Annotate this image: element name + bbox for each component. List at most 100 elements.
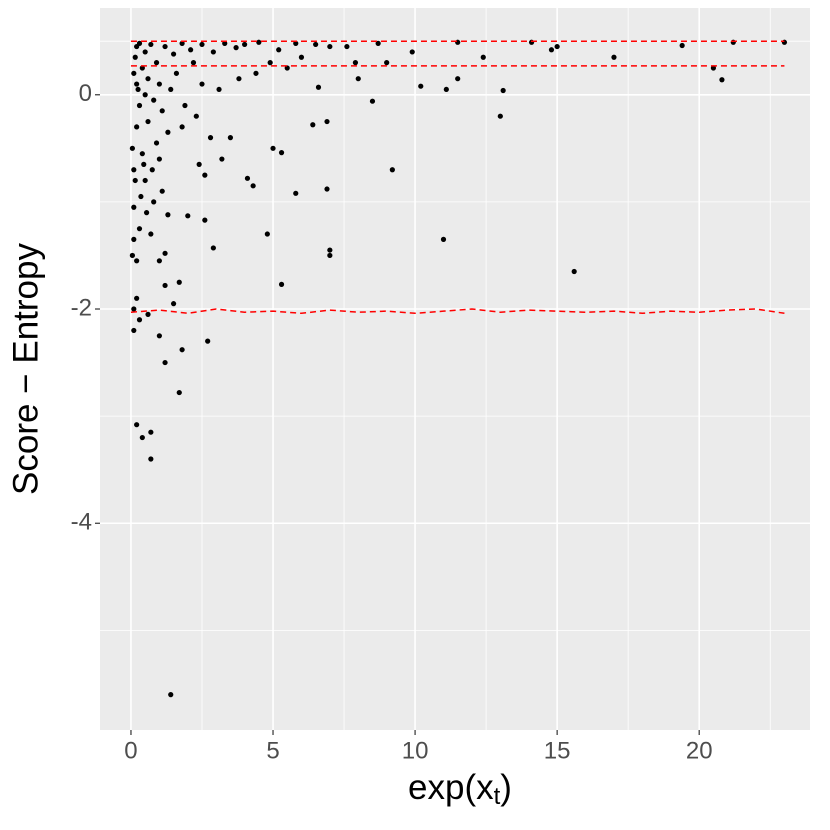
point [156, 258, 162, 264]
point [216, 86, 222, 93]
point [134, 81, 140, 87]
x-title-base: exp(x [408, 768, 494, 807]
point [134, 124, 140, 130]
point [148, 41, 154, 48]
point [139, 65, 145, 71]
point [719, 77, 725, 83]
point [173, 70, 180, 76]
point [327, 247, 333, 253]
point [611, 54, 617, 60]
point [440, 236, 447, 242]
point [136, 102, 143, 109]
point [131, 306, 137, 312]
point [375, 40, 381, 46]
point [156, 156, 162, 162]
point [199, 81, 205, 87]
point [131, 236, 137, 242]
point [199, 41, 205, 48]
point [170, 51, 177, 57]
point [344, 43, 350, 50]
point [139, 434, 145, 441]
point [500, 87, 506, 94]
point [369, 98, 376, 104]
point [162, 250, 168, 256]
x-axis-title: exp(xt) [408, 768, 512, 810]
point [179, 347, 185, 353]
point [554, 43, 560, 50]
point [153, 140, 160, 146]
point [145, 311, 151, 317]
point [327, 252, 333, 259]
point [389, 167, 395, 173]
point [679, 42, 685, 49]
point [267, 60, 273, 66]
point [313, 41, 319, 48]
point [145, 118, 151, 125]
point [176, 389, 182, 396]
point [134, 295, 140, 301]
y-tick-label: 0 [79, 80, 92, 107]
y-axis-title: Score − Entropy [6, 243, 45, 495]
point [480, 54, 486, 60]
point [134, 258, 140, 264]
point [264, 231, 270, 237]
point [156, 81, 162, 87]
point [324, 118, 330, 125]
point [139, 151, 145, 157]
point [233, 45, 239, 51]
point [327, 43, 333, 50]
point [165, 212, 171, 218]
point [131, 327, 137, 334]
point [136, 226, 143, 232]
point [284, 65, 290, 71]
point [138, 193, 144, 200]
point [270, 145, 276, 151]
point [182, 102, 188, 109]
x-tick-label: 10 [402, 737, 429, 764]
point [710, 65, 717, 71]
point [131, 70, 137, 76]
point [168, 86, 174, 93]
point [142, 177, 148, 184]
point [185, 213, 191, 219]
point [190, 60, 197, 66]
point [136, 317, 143, 323]
point [131, 167, 137, 173]
point [210, 245, 216, 251]
x-title-close: ) [500, 768, 512, 807]
point [151, 97, 157, 103]
point [188, 47, 194, 53]
point [227, 135, 234, 141]
point [135, 86, 141, 93]
point [202, 217, 208, 223]
point [193, 113, 199, 119]
point [159, 188, 165, 194]
point [210, 49, 216, 55]
point [129, 252, 135, 259]
point [219, 156, 225, 162]
point [129, 145, 135, 151]
point [162, 43, 168, 50]
point [278, 281, 285, 287]
point [141, 161, 147, 167]
point [153, 60, 160, 66]
x-tick-label: 5 [266, 737, 279, 764]
point [143, 210, 150, 216]
point [196, 161, 202, 167]
point [409, 49, 415, 55]
point [324, 186, 330, 192]
point [352, 60, 359, 66]
point [162, 359, 168, 366]
point [256, 39, 262, 45]
x-tick-label: 15 [544, 737, 571, 764]
plot-panel [100, 8, 810, 730]
point [156, 333, 162, 339]
point [384, 60, 390, 66]
point [132, 177, 138, 184]
point [443, 86, 449, 93]
point [355, 76, 361, 82]
point [293, 190, 299, 196]
point [310, 122, 316, 128]
